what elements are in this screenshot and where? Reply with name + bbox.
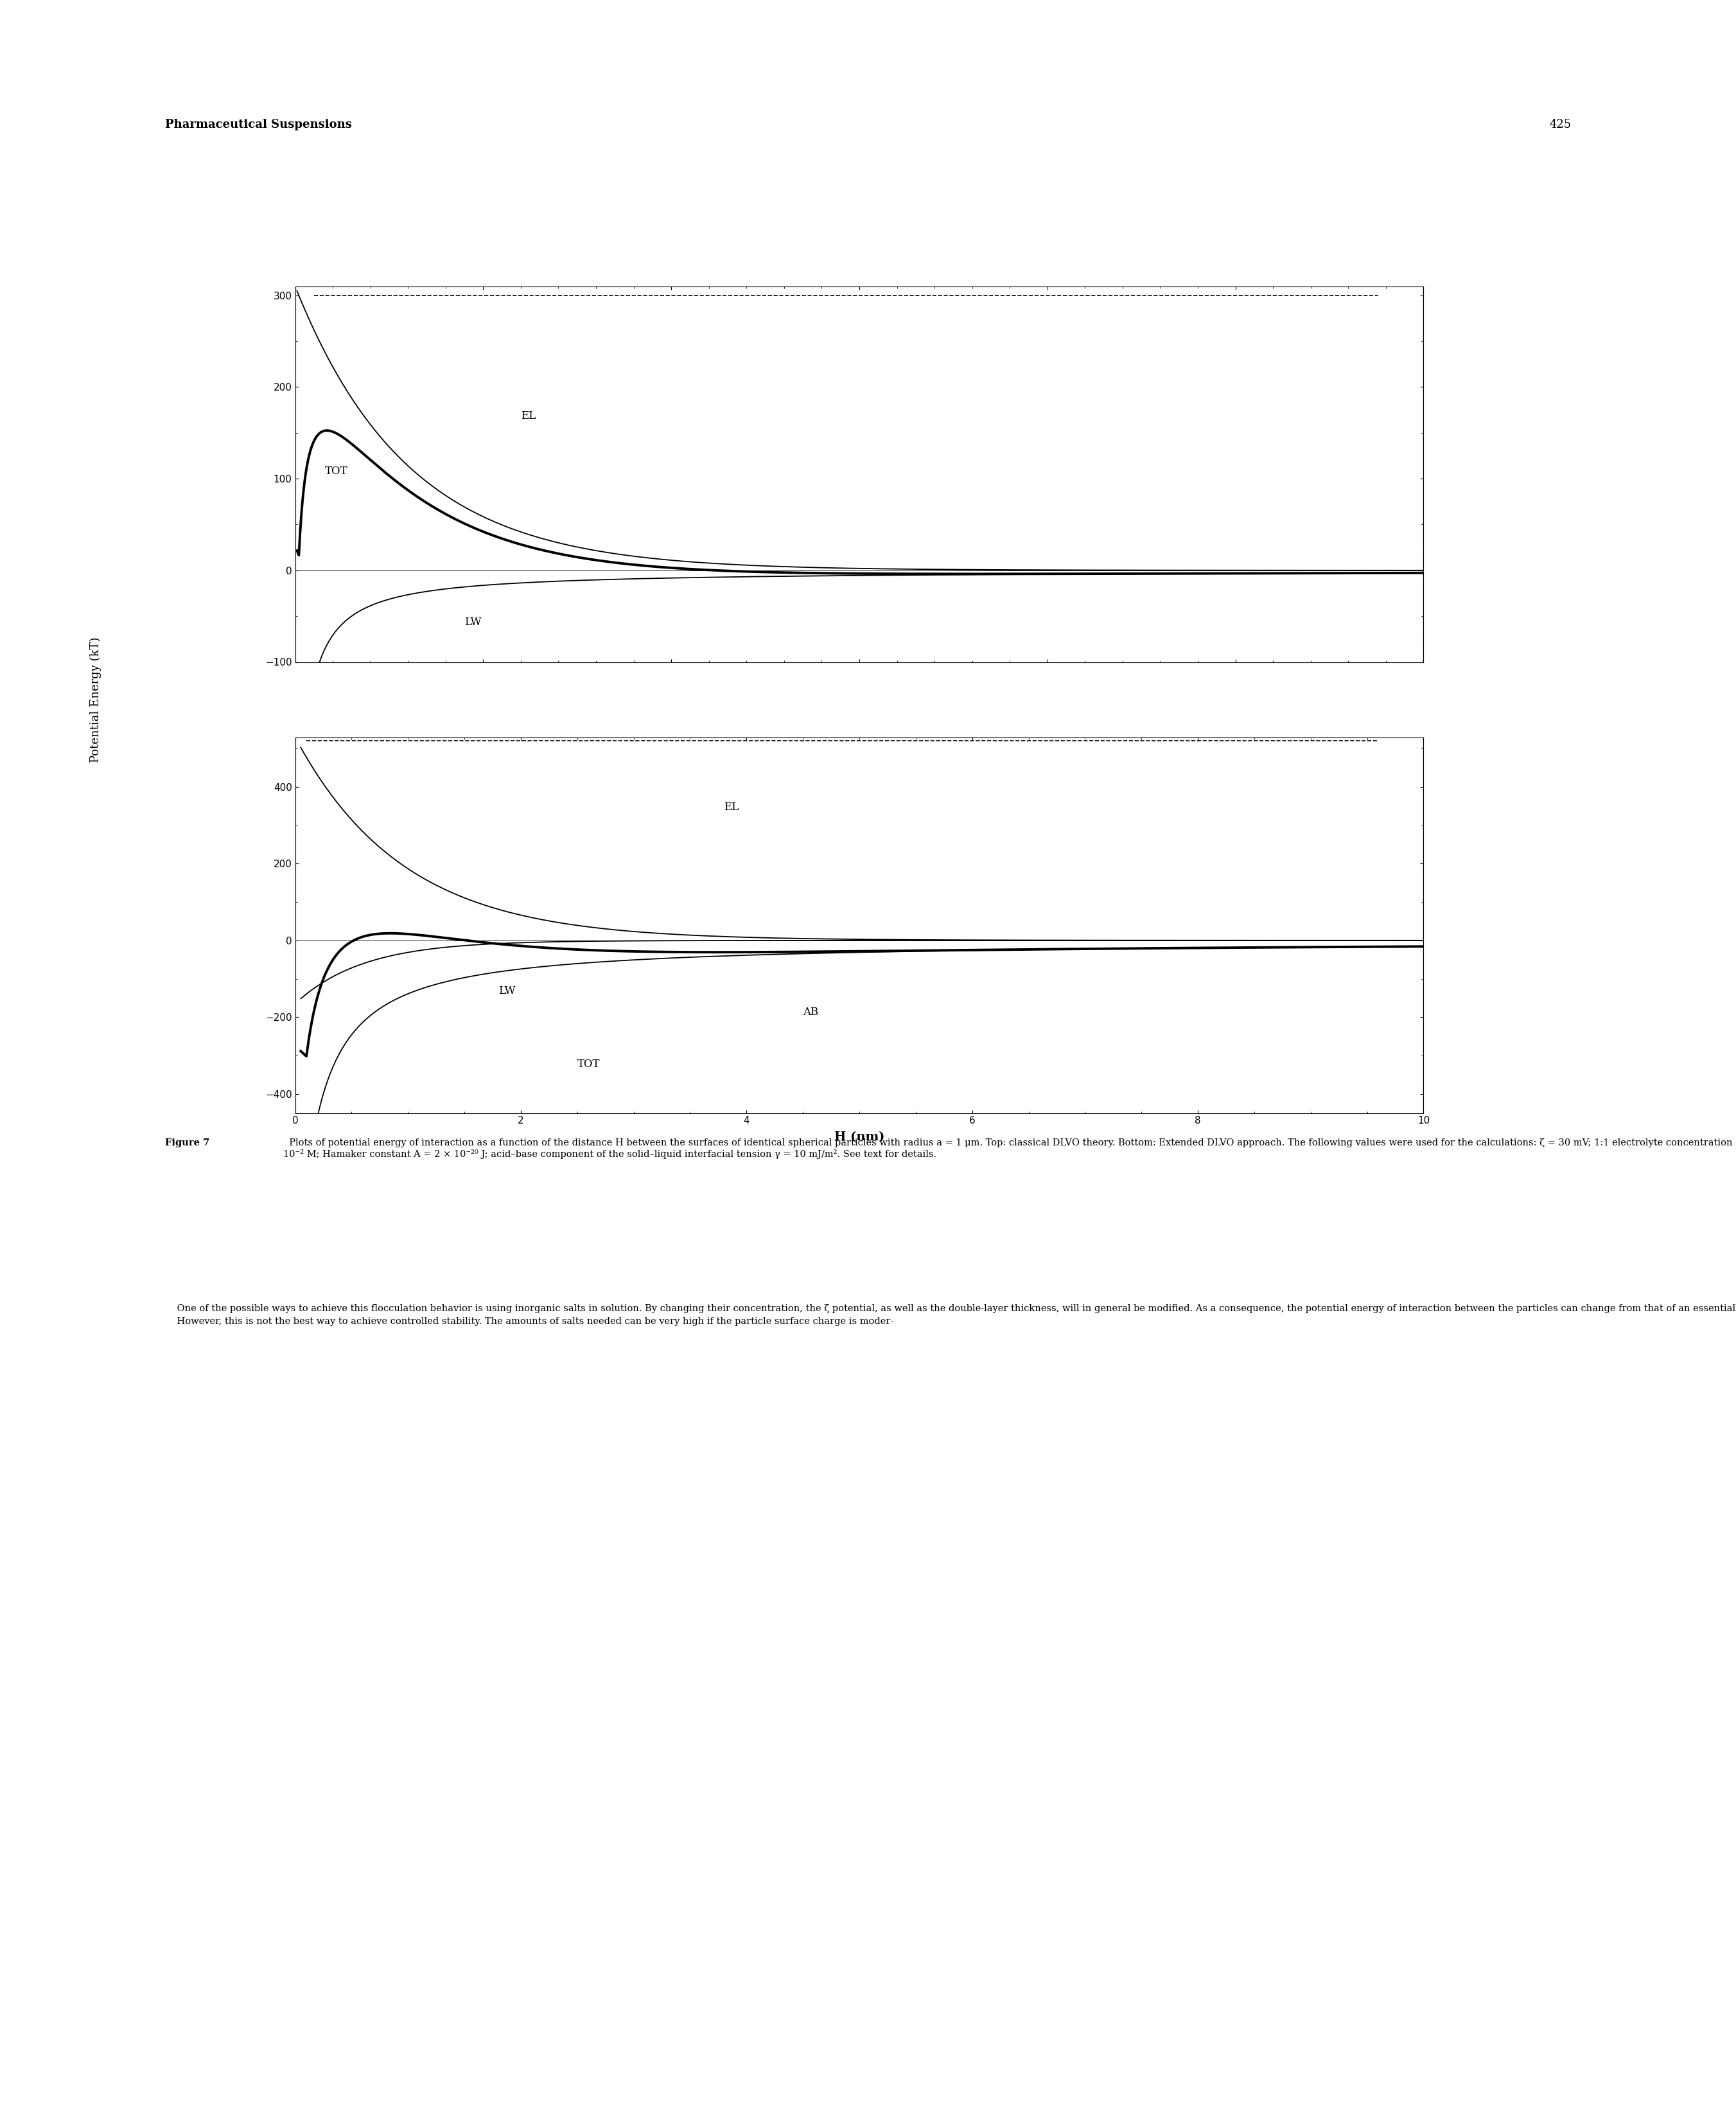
- Text: Plots of potential energy of interaction as a function of the distance H between: Plots of potential energy of interaction…: [283, 1138, 1733, 1160]
- Text: TOT: TOT: [325, 466, 347, 477]
- X-axis label: H (nm): H (nm): [835, 1132, 884, 1143]
- Text: LW: LW: [498, 986, 516, 996]
- Text: 425: 425: [1549, 119, 1571, 129]
- Text: AB: AB: [802, 1007, 818, 1018]
- Text: Potential Energy (kT): Potential Energy (kT): [90, 636, 101, 763]
- Text: LW: LW: [465, 617, 481, 628]
- Text: Figure 7: Figure 7: [165, 1138, 210, 1147]
- Text: EL: EL: [724, 801, 740, 812]
- Text: EL: EL: [521, 411, 536, 422]
- Text: Pharmaceutical Suspensions: Pharmaceutical Suspensions: [165, 119, 352, 129]
- Text: TOT: TOT: [578, 1058, 601, 1071]
- Text: One of the possible ways to achieve this flocculation behavior is using inorgani: One of the possible ways to achieve this…: [165, 1304, 1736, 1325]
